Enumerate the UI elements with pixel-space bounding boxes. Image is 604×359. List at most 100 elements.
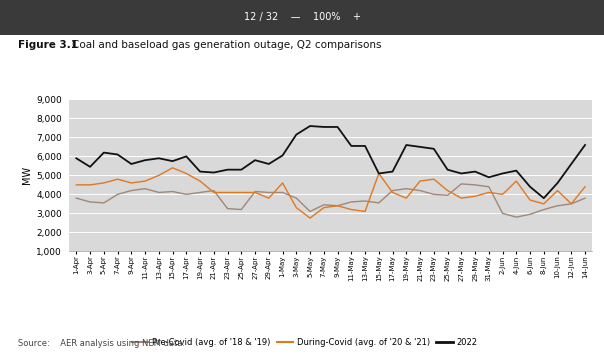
During-Covid (avg. of '20 & '21) xyxy=(540,202,547,206)
2022 xyxy=(224,168,231,172)
2022 xyxy=(472,169,479,174)
Pre-Covid (avg. of '18 & '19) xyxy=(444,193,451,197)
Pre-Covid (avg. of '18 & '19) xyxy=(375,201,382,205)
Pre-Covid (avg. of '18 & '19) xyxy=(196,190,204,195)
Pre-Covid (avg. of '18 & '19) xyxy=(348,200,355,204)
During-Covid (avg. of '20 & '21) xyxy=(238,190,245,195)
During-Covid (avg. of '20 & '21) xyxy=(472,194,479,199)
During-Covid (avg. of '20 & '21) xyxy=(72,183,80,187)
2022 xyxy=(540,196,547,200)
Pre-Covid (avg. of '18 & '19) xyxy=(306,209,313,214)
During-Covid (avg. of '20 & '21) xyxy=(430,177,437,181)
Pre-Covid (avg. of '18 & '19) xyxy=(540,208,547,212)
During-Covid (avg. of '20 & '21) xyxy=(416,179,423,183)
2022 xyxy=(169,159,176,163)
Pre-Covid (avg. of '18 & '19) xyxy=(182,192,190,196)
During-Covid (avg. of '20 & '21) xyxy=(100,181,108,185)
2022 xyxy=(293,132,300,137)
During-Covid (avg. of '20 & '21) xyxy=(320,205,327,210)
Pre-Covid (avg. of '18 & '19) xyxy=(251,189,259,194)
2022 xyxy=(458,171,465,176)
Pre-Covid (avg. of '18 & '19) xyxy=(485,185,492,189)
Pre-Covid (avg. of '18 & '19) xyxy=(554,204,561,208)
2022 xyxy=(403,143,410,147)
During-Covid (avg. of '20 & '21) xyxy=(375,171,382,176)
2022 xyxy=(582,143,589,147)
2022 xyxy=(416,145,423,149)
Pre-Covid (avg. of '18 & '19) xyxy=(389,188,396,193)
2022 xyxy=(155,156,162,160)
2022 xyxy=(100,150,108,155)
Pre-Covid (avg. of '18 & '19) xyxy=(513,215,520,219)
During-Covid (avg. of '20 & '21) xyxy=(499,192,506,196)
2022 xyxy=(114,152,121,157)
Pre-Covid (avg. of '18 & '19) xyxy=(141,187,149,191)
Pre-Covid (avg. of '18 & '19) xyxy=(210,188,217,193)
Pre-Covid (avg. of '18 & '19) xyxy=(169,189,176,194)
During-Covid (avg. of '20 & '21) xyxy=(582,185,589,189)
During-Covid (avg. of '20 & '21) xyxy=(127,181,135,185)
During-Covid (avg. of '20 & '21) xyxy=(182,171,190,176)
Pre-Covid (avg. of '18 & '19) xyxy=(238,208,245,212)
During-Covid (avg. of '20 & '21) xyxy=(196,179,204,183)
Pre-Covid (avg. of '18 & '19) xyxy=(582,196,589,200)
Pre-Covid (avg. of '18 & '19) xyxy=(279,190,286,195)
Pre-Covid (avg. of '18 & '19) xyxy=(224,206,231,211)
Text: Figure 3.1: Figure 3.1 xyxy=(18,40,78,50)
During-Covid (avg. of '20 & '21) xyxy=(403,196,410,200)
During-Covid (avg. of '20 & '21) xyxy=(114,177,121,181)
Pre-Covid (avg. of '18 & '19) xyxy=(155,190,162,195)
During-Covid (avg. of '20 & '21) xyxy=(265,196,272,200)
2022 xyxy=(127,162,135,166)
Pre-Covid (avg. of '18 & '19) xyxy=(403,187,410,191)
2022 xyxy=(375,171,382,176)
2022 xyxy=(86,165,94,169)
2022 xyxy=(499,171,506,176)
Pre-Covid (avg. of '18 & '19) xyxy=(265,190,272,195)
Pre-Covid (avg. of '18 & '19) xyxy=(458,182,465,186)
During-Covid (avg. of '20 & '21) xyxy=(306,216,313,220)
2022 xyxy=(72,156,80,160)
2022 xyxy=(265,162,272,166)
Line: During-Covid (avg. of '20 & '21): During-Covid (avg. of '20 & '21) xyxy=(76,168,585,218)
During-Covid (avg. of '20 & '21) xyxy=(554,188,561,193)
During-Covid (avg. of '20 & '21) xyxy=(169,165,176,170)
Text: 12 / 32    —    100%    +: 12 / 32 — 100% + xyxy=(243,13,361,22)
During-Covid (avg. of '20 & '21) xyxy=(293,205,300,210)
2022 xyxy=(527,185,534,189)
2022 xyxy=(430,146,437,151)
During-Covid (avg. of '20 & '21) xyxy=(141,179,149,183)
During-Covid (avg. of '20 & '21) xyxy=(334,204,341,208)
Pre-Covid (avg. of '18 & '19) xyxy=(499,211,506,215)
During-Covid (avg. of '20 & '21) xyxy=(279,181,286,185)
2022 xyxy=(554,181,561,185)
2022 xyxy=(238,168,245,172)
2022 xyxy=(334,125,341,129)
Y-axis label: MW: MW xyxy=(22,166,32,185)
Legend: Pre-Covid (avg. of '18 & '19), During-Covid (avg. of '20 & '21), 2022: Pre-Covid (avg. of '18 & '19), During-Co… xyxy=(128,335,481,350)
2022 xyxy=(444,168,451,172)
2022 xyxy=(306,124,313,128)
2022 xyxy=(279,153,286,158)
Pre-Covid (avg. of '18 & '19) xyxy=(293,196,300,200)
During-Covid (avg. of '20 & '21) xyxy=(86,183,94,187)
Pre-Covid (avg. of '18 & '19) xyxy=(527,212,534,216)
During-Covid (avg. of '20 & '21) xyxy=(389,190,396,195)
Pre-Covid (avg. of '18 & '19) xyxy=(72,196,80,200)
2022 xyxy=(389,169,396,174)
Pre-Covid (avg. of '18 & '19) xyxy=(320,202,327,207)
2022 xyxy=(361,144,368,148)
2022 xyxy=(348,144,355,148)
During-Covid (avg. of '20 & '21) xyxy=(251,190,259,195)
2022 xyxy=(568,162,575,166)
Line: Pre-Covid (avg. of '18 & '19): Pre-Covid (avg. of '18 & '19) xyxy=(76,184,585,217)
2022 xyxy=(485,175,492,180)
2022 xyxy=(141,158,149,162)
During-Covid (avg. of '20 & '21) xyxy=(361,209,368,214)
During-Covid (avg. of '20 & '21) xyxy=(513,179,520,183)
During-Covid (avg. of '20 & '21) xyxy=(458,196,465,200)
Pre-Covid (avg. of '18 & '19) xyxy=(416,188,423,193)
2022 xyxy=(320,125,327,129)
2022 xyxy=(251,158,259,162)
Text: Source:    AER analysis using NEM data.: Source: AER analysis using NEM data. xyxy=(18,339,185,348)
